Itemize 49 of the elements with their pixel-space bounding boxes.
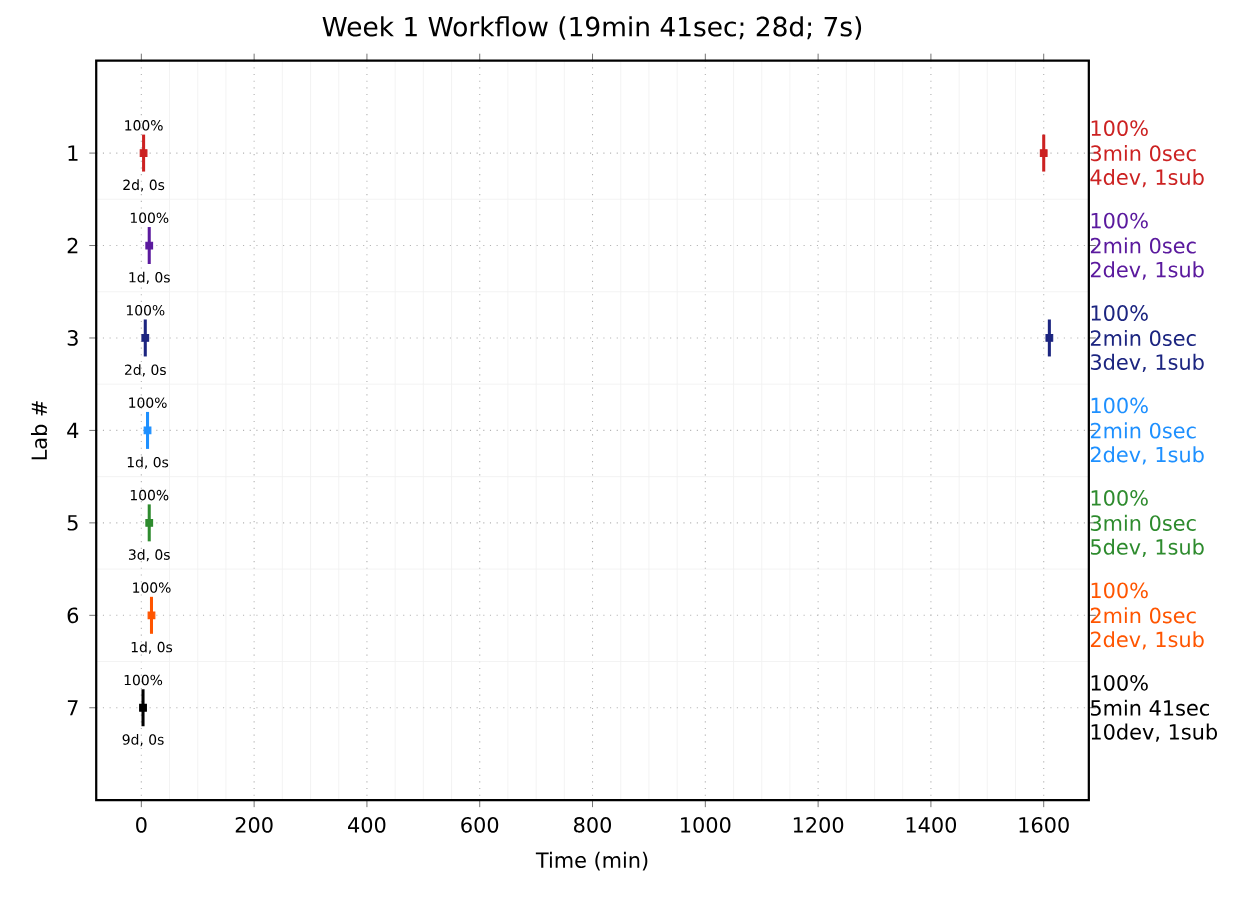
text: 5min 41sec — [1091, 699, 1209, 716]
text: 2min 0sec — [1090, 237, 1196, 254]
point — [139, 703, 147, 712]
text: 100% — [1091, 489, 1148, 506]
point — [1039, 149, 1048, 157]
point — [145, 518, 154, 527]
x-tick-label: 200 — [235, 816, 273, 833]
point — [147, 611, 156, 620]
text: 2min 0sec — [1090, 422, 1196, 439]
x-tick-label: 0 — [136, 816, 147, 833]
y-tick-label: 1 — [68, 145, 78, 161]
y-tick-label: 2 — [67, 237, 78, 254]
y-tick-label: 6 — [67, 607, 79, 624]
x-tick-label: 400 — [348, 816, 386, 833]
point — [141, 333, 150, 342]
point — [1045, 333, 1054, 342]
text: 5dev, 1sub — [1091, 538, 1204, 557]
chart-title: Week 1 Workflow (19min 41sec; 28d; 7s) — [322, 15, 862, 40]
point — [143, 426, 152, 435]
y-tick-label: 4 — [67, 422, 79, 438]
x-tick-label: 800 — [574, 816, 612, 833]
x-axis-title: Time (min) — [535, 851, 648, 871]
text: 100% — [1091, 674, 1148, 691]
text: 4dev, 1sub — [1090, 168, 1204, 187]
x-tick-label: 1600 — [1019, 816, 1069, 833]
text: 100% — [1091, 304, 1148, 321]
x-tick-label: 600 — [461, 816, 499, 833]
text: 2dev, 1sub — [1090, 446, 1204, 465]
text: 2min 0sec — [1090, 607, 1196, 624]
y-tick-label: 3 — [67, 329, 78, 346]
text: 2min 0sec — [1090, 329, 1196, 346]
text: 2dev, 1sub — [1090, 630, 1204, 650]
y-axis-title: Lab # — [30, 400, 48, 460]
x-tick-label: 1200 — [793, 816, 844, 833]
text: 3dev, 1sub — [1090, 353, 1204, 372]
x-tick-label: 1400 — [906, 816, 957, 833]
point — [139, 149, 148, 157]
text: 3min 0sec — [1090, 514, 1196, 531]
y-tick-label: 7 — [67, 699, 78, 716]
text: 2dev, 1sub — [1090, 261, 1204, 280]
y-tick-label: 5 — [67, 514, 78, 531]
text: 100% — [1091, 397, 1148, 414]
text: 100% — [1091, 120, 1148, 136]
text: 10dev, 1sub — [1091, 723, 1217, 742]
text: 3min 0sec — [1090, 144, 1196, 161]
text: 100% — [1091, 212, 1148, 229]
x-tick-label: 1000 — [681, 816, 731, 833]
text: 100% — [1091, 582, 1148, 599]
point — [145, 241, 154, 250]
